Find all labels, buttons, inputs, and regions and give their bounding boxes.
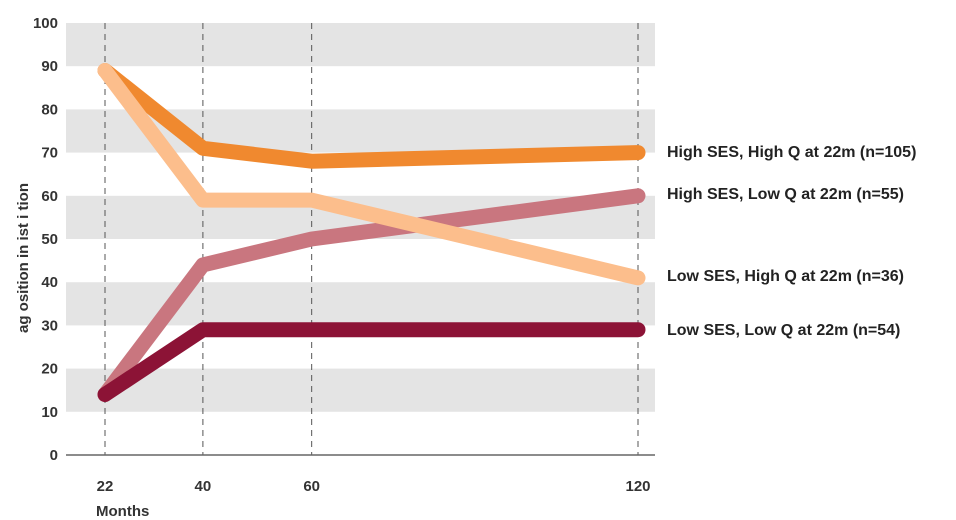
series-line <box>97 63 646 169</box>
grid-bands <box>66 23 655 412</box>
x-tick-label: 40 <box>195 478 212 495</box>
grid-band <box>66 23 655 67</box>
y-tick-label: 70 <box>41 145 58 162</box>
series-label: Low SES, High Q at 22m (n=36) <box>667 268 904 285</box>
y-tick-label: 0 <box>50 447 58 464</box>
y-tick-label: 60 <box>41 188 58 205</box>
x-tick-label: 120 <box>625 478 650 495</box>
y-tick-label: 30 <box>41 317 58 334</box>
series-line <box>97 188 646 403</box>
y-tick-label: 20 <box>41 361 58 378</box>
y-tick-labels: 0 10 20 30 40 50 60 70 80 90 100 <box>33 15 58 464</box>
series-labels: High SES, High Q at 22m (n=105) High SES,… <box>667 144 916 339</box>
y-tick-label: 90 <box>41 58 58 75</box>
series-line <box>97 63 646 286</box>
y-tick-label: 80 <box>41 101 58 118</box>
y-tick-label: 10 <box>41 404 58 421</box>
series-label: Low SES, Low Q at 22m (n=54) <box>667 322 900 339</box>
x-tick-labels: 22 40 60 120 <box>97 478 651 495</box>
x-tick-label: 60 <box>303 478 320 495</box>
y-axis-title: ag osition in ist i tion <box>15 183 32 333</box>
x-axis-title: Months <box>96 503 149 520</box>
x-gridlines <box>104 23 639 455</box>
grid-band <box>66 368 655 412</box>
series-label: High SES, Low Q at 22m (n=55) <box>667 186 904 203</box>
x-tick-label: 22 <box>97 478 114 495</box>
series-lines <box>97 63 646 403</box>
series-label: High SES, High Q at 22m (n=105) <box>667 144 916 161</box>
series-line <box>97 322 646 403</box>
y-tick-label: 40 <box>41 274 58 291</box>
y-tick-label: 100 <box>33 15 58 32</box>
y-tick-label: 50 <box>41 231 58 248</box>
